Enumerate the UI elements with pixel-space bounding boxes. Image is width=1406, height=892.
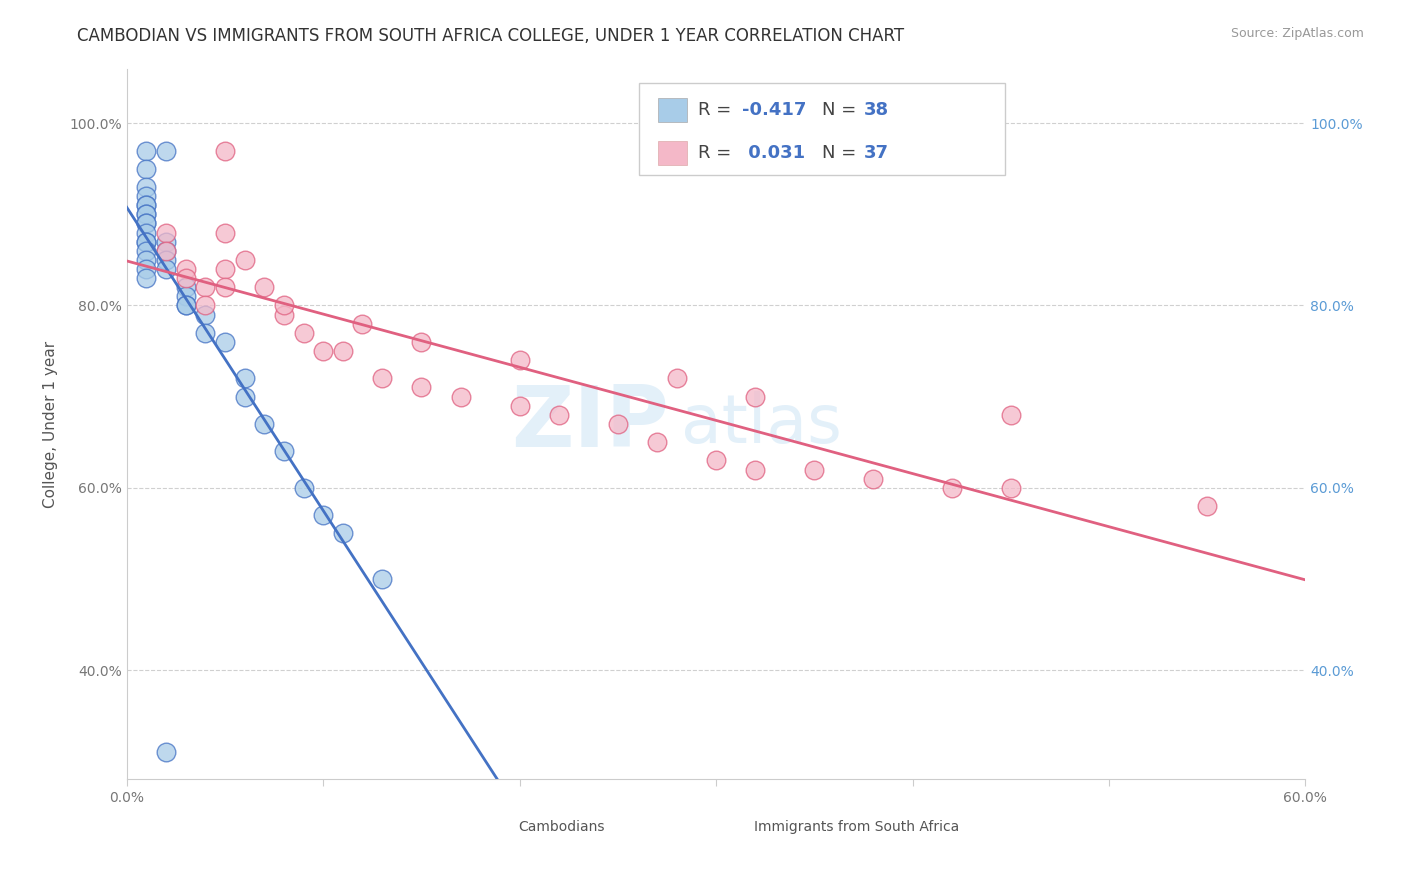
FancyBboxPatch shape bbox=[640, 83, 1005, 175]
Point bbox=[1000, 481, 1022, 495]
Point bbox=[665, 371, 688, 385]
Point bbox=[155, 244, 177, 258]
Point bbox=[352, 317, 374, 331]
FancyBboxPatch shape bbox=[658, 98, 686, 122]
Point bbox=[1197, 499, 1219, 513]
Text: CAMBODIAN VS IMMIGRANTS FROM SOUTH AFRICA COLLEGE, UNDER 1 YEAR CORRELATION CHAR: CAMBODIAN VS IMMIGRANTS FROM SOUTH AFRIC… bbox=[77, 27, 904, 45]
Point bbox=[135, 207, 157, 221]
Text: ZIP: ZIP bbox=[512, 383, 669, 466]
Point bbox=[135, 252, 157, 267]
Point bbox=[253, 280, 276, 294]
Point bbox=[135, 244, 157, 258]
Text: atlas: atlas bbox=[681, 391, 842, 457]
Point bbox=[371, 572, 394, 586]
Text: N =: N = bbox=[823, 144, 862, 161]
Point bbox=[174, 289, 197, 303]
Point bbox=[253, 417, 276, 431]
Point bbox=[174, 262, 197, 277]
Point bbox=[273, 444, 295, 458]
Text: 38: 38 bbox=[863, 101, 889, 120]
Point bbox=[411, 380, 433, 394]
Point bbox=[1000, 408, 1022, 422]
Text: R =: R = bbox=[699, 144, 737, 161]
FancyBboxPatch shape bbox=[658, 141, 686, 165]
Point bbox=[135, 161, 157, 176]
Point bbox=[509, 399, 531, 413]
Point bbox=[194, 280, 217, 294]
Point bbox=[803, 462, 825, 476]
Point bbox=[371, 371, 394, 385]
Point bbox=[155, 244, 177, 258]
Point bbox=[312, 508, 335, 522]
Point bbox=[194, 326, 217, 340]
Point bbox=[704, 453, 727, 467]
Text: N =: N = bbox=[823, 101, 862, 120]
Point bbox=[135, 198, 157, 212]
Point bbox=[135, 217, 157, 231]
Text: Source: ZipAtlas.com: Source: ZipAtlas.com bbox=[1230, 27, 1364, 40]
FancyBboxPatch shape bbox=[714, 820, 744, 842]
Point bbox=[312, 344, 335, 359]
Point bbox=[941, 481, 963, 495]
Point bbox=[233, 252, 256, 267]
Point bbox=[411, 334, 433, 349]
Point bbox=[174, 280, 197, 294]
Point bbox=[135, 235, 157, 249]
Point bbox=[606, 417, 628, 431]
Point bbox=[273, 298, 295, 312]
Point bbox=[135, 271, 157, 285]
Point bbox=[135, 198, 157, 212]
Point bbox=[135, 217, 157, 231]
Point bbox=[292, 481, 315, 495]
Point bbox=[155, 235, 177, 249]
Text: 37: 37 bbox=[863, 144, 889, 161]
Point bbox=[862, 472, 884, 486]
Point bbox=[214, 334, 236, 349]
Y-axis label: College, Under 1 year: College, Under 1 year bbox=[44, 341, 58, 508]
Text: -0.417: -0.417 bbox=[742, 101, 807, 120]
Point bbox=[744, 462, 766, 476]
Point bbox=[135, 207, 157, 221]
Point bbox=[194, 308, 217, 322]
Point bbox=[233, 390, 256, 404]
Point bbox=[155, 144, 177, 158]
Point bbox=[174, 298, 197, 312]
Point bbox=[135, 189, 157, 203]
Point bbox=[155, 226, 177, 240]
FancyBboxPatch shape bbox=[479, 820, 508, 842]
Point bbox=[332, 344, 354, 359]
Point bbox=[645, 435, 668, 450]
Text: Immigrants from South Africa: Immigrants from South Africa bbox=[754, 820, 959, 834]
Point bbox=[135, 235, 157, 249]
Point bbox=[174, 298, 197, 312]
Point bbox=[214, 262, 236, 277]
Point bbox=[214, 144, 236, 158]
Point bbox=[273, 308, 295, 322]
Point bbox=[292, 326, 315, 340]
Point bbox=[548, 408, 571, 422]
Text: 0.031: 0.031 bbox=[742, 144, 806, 161]
Point bbox=[135, 226, 157, 240]
Point bbox=[744, 390, 766, 404]
Text: Cambodians: Cambodians bbox=[517, 820, 605, 834]
Point bbox=[509, 353, 531, 368]
Point bbox=[155, 262, 177, 277]
Point bbox=[155, 745, 177, 759]
Point bbox=[332, 526, 354, 541]
Point bbox=[214, 226, 236, 240]
Point bbox=[135, 144, 157, 158]
Point bbox=[194, 298, 217, 312]
Point bbox=[155, 252, 177, 267]
Text: R =: R = bbox=[699, 101, 737, 120]
Point bbox=[233, 371, 256, 385]
Point bbox=[135, 262, 157, 277]
Point bbox=[135, 180, 157, 194]
Point bbox=[450, 390, 472, 404]
Point bbox=[174, 271, 197, 285]
Point bbox=[214, 280, 236, 294]
